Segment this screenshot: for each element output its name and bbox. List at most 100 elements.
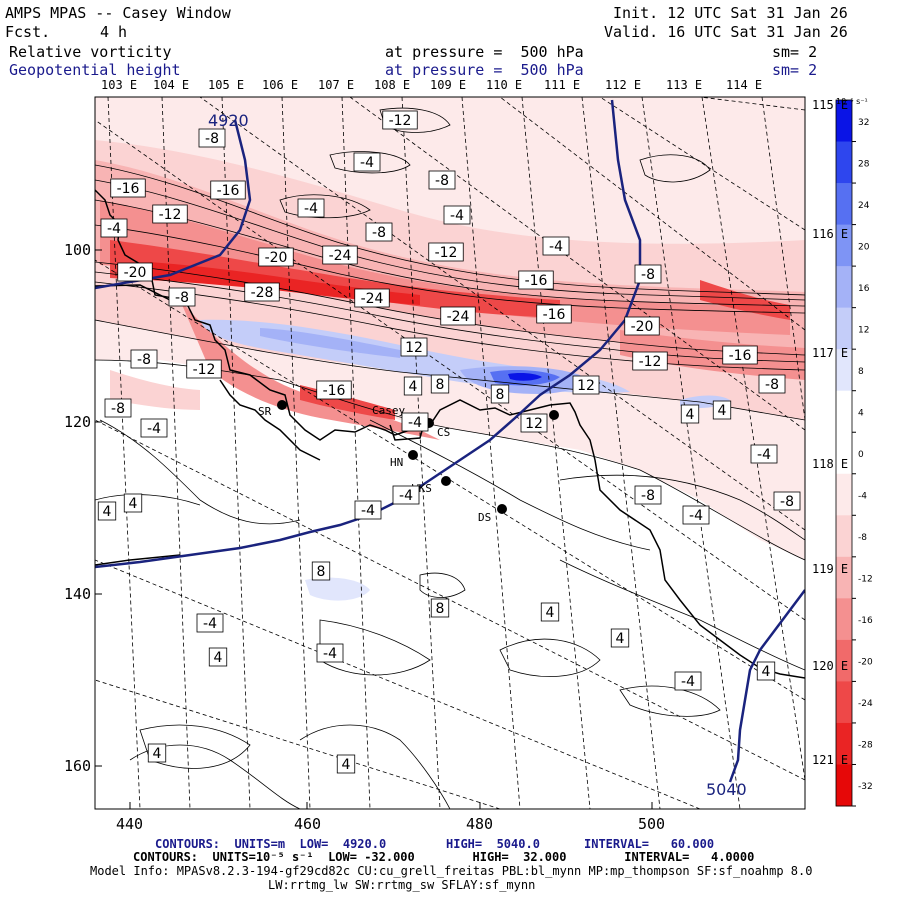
vorticity-contour-label: -4 <box>682 505 710 525</box>
vorticity-contour-label-text: 4 <box>153 746 162 762</box>
vorticity-contour-label: 4 <box>680 404 700 424</box>
longitude-top-label: 105 E <box>208 78 245 92</box>
vorticity-contour-label: -24 <box>440 306 476 326</box>
vorticity-contour-label-text: -4 <box>203 616 217 632</box>
vorticity-contour-label: -28 <box>244 282 280 302</box>
field1-smoothing: sm= 2 <box>772 43 818 61</box>
vorticity-contour-label-text: -4 <box>549 239 563 255</box>
vorticity-contour-label-text: -4 <box>323 646 337 662</box>
colorbar-unit: 10⁻⁵ s⁻¹ <box>836 97 868 106</box>
vorticity-contour-label-text: 4 <box>103 504 112 520</box>
footer-vorticity-contours: CONTOURS: UNITS=10⁻⁵ s⁻¹ LOW= -32.000 HI… <box>133 850 755 864</box>
init-time: Init. 12 UTC Sat 31 Jan 26 <box>613 4 848 22</box>
station-marker-hn[interactable] <box>408 450 418 460</box>
vorticity-contour-label: 4 <box>336 754 356 774</box>
vorticity-contour-label: -4 <box>316 643 344 663</box>
station-label-sr: SR <box>258 405 272 418</box>
colorbar-tick-label: 24 <box>858 201 870 211</box>
station-marker-ld[interactable] <box>549 410 559 420</box>
vorticity-contour-label-text: -4 <box>361 503 375 519</box>
vorticity-contour-label-text: 4 <box>546 605 555 621</box>
field2-name: Geopotential height <box>9 61 181 79</box>
colorbar-tick-label: -16 <box>858 616 873 626</box>
height-contour-5010 <box>95 99 642 569</box>
vorticity-contour-label: -20 <box>624 316 660 336</box>
height-contour-4920 <box>95 119 252 290</box>
vorticity-contour-label-text: -28 <box>251 285 274 301</box>
vorticity-contour-label-text: -8 <box>641 267 655 283</box>
vorticity-contour-label-text: 4 <box>409 379 418 395</box>
vorticity-contour-label-text: -8 <box>372 225 386 241</box>
height-contour-5040 <box>728 589 805 783</box>
station-marker-sr[interactable] <box>277 400 287 410</box>
vorticity-contour-label-text: -16 <box>117 181 140 197</box>
colorbar-tick-label: 8 <box>858 367 864 377</box>
longitude-top-label: 108 E <box>374 78 411 92</box>
vorticity-contour-label-text: -4 <box>107 221 121 237</box>
vorticity-contour-label: 12 <box>520 413 548 433</box>
vorticity-contour-label: -4 <box>196 613 224 633</box>
field2-level: at pressure = 500 hPa <box>385 61 584 79</box>
footer-model-info: Model Info: MPASv8.2.3-194-gf29cd82c CU:… <box>90 864 813 878</box>
vorticity-contour-label-text: 4 <box>129 496 138 512</box>
vorticity-contour-label: 4 <box>540 602 560 622</box>
vorticity-contour-label: -16 <box>518 270 554 290</box>
vorticity-contour-label-text: 4 <box>342 757 351 773</box>
vorticity-contour-label-text: -12 <box>389 113 412 129</box>
colorbar-tick-label: -24 <box>858 699 873 709</box>
vorticity-contour-label: 8 <box>430 598 450 618</box>
vorticity-contour-label: -8 <box>130 349 158 369</box>
field1-name: Relative vorticity <box>9 43 172 61</box>
colorbar-tick-label: -8 <box>858 533 867 543</box>
station-marker-wks[interactable] <box>441 476 451 486</box>
vorticity-contour-label-text: -16 <box>323 383 346 399</box>
map-panel: SR Casey CS HN WKS LD DS 4920 5040 -12-8… <box>95 97 805 809</box>
vorticity-contour-label-text: -24 <box>329 248 352 264</box>
station-label-ds: DS <box>478 511 491 524</box>
colorbar-swatch <box>836 432 852 475</box>
vorticity-contour-label: 4 <box>712 400 732 420</box>
vorticity-contour-label: -8 <box>773 491 801 511</box>
vorticity-contour-label: -4 <box>354 500 382 520</box>
vorticity-contour-label: 4 <box>97 501 117 521</box>
vorticity-contour-label: -4 <box>401 412 429 432</box>
map-frame <box>94 96 806 810</box>
vorticity-contour-label: -12 <box>632 351 668 371</box>
colorbar-tick-label: -20 <box>858 658 873 668</box>
colorbar-swatch <box>836 556 852 599</box>
vorticity-contour-label-text: -4 <box>450 208 464 224</box>
y-tick-120: 120 <box>64 413 92 431</box>
colorbar-tick-label: -4 <box>858 492 867 502</box>
longitude-top-label: 106 E <box>262 78 299 92</box>
vorticity-contour-label: -8 <box>168 287 196 307</box>
colorbar-swatch <box>836 639 852 682</box>
colorbar-tick-label: 12 <box>858 325 869 335</box>
footer-height-interval: INTERVAL= 60.000 <box>584 837 715 851</box>
vorticity-contour-label-text: -8 <box>641 488 655 504</box>
vorticity-contour-label: -4 <box>140 418 168 438</box>
colorbar-swatch <box>836 100 852 143</box>
vorticity-contour-label-text: -4 <box>681 674 695 690</box>
vorticity-contour-label-text: 12 <box>577 378 595 394</box>
vorticity-contour-label: -24 <box>354 288 390 308</box>
forecast-hour: 4 h <box>100 23 128 41</box>
station-marker-ds[interactable] <box>497 504 507 514</box>
vorticity-contour-label: 8 <box>490 384 510 404</box>
colorbar-tick-label: 20 <box>858 242 870 252</box>
colorbar-tick-label: 32 <box>858 118 869 128</box>
vorticity-contour-label: -16 <box>536 304 572 324</box>
vorticity-contour-label: -8 <box>104 398 132 418</box>
vorticity-contour-label: -16 <box>210 180 246 200</box>
longitude-right-label: 115 E <box>812 98 849 112</box>
vorticity-contour-label: 4 <box>123 493 143 513</box>
vorticity-contour-label-text: 4 <box>214 650 223 666</box>
vorticity-contour-label: -4 <box>443 205 471 225</box>
longitude-right-label: 120 E <box>812 659 849 673</box>
vorticity-contour-label-text: -20 <box>631 319 654 335</box>
colorbar-swatch <box>836 183 852 226</box>
station-label-casey: Casey <box>372 404 405 417</box>
longitude-top-label: 109 E <box>430 78 467 92</box>
plot-title: AMPS MPAS -- Casey Window <box>5 4 231 22</box>
colorbar-swatch <box>836 224 852 267</box>
